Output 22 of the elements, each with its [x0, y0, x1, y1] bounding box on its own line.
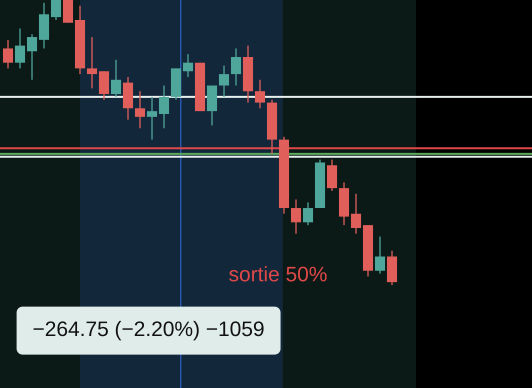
candlestick	[350, 193, 362, 234]
candlestick	[26, 34, 38, 80]
candlestick	[302, 202, 314, 226]
candlestick	[290, 198, 302, 234]
candlestick	[14, 28, 26, 70]
candlestick	[182, 54, 194, 78]
text: −264.75 (−2.20%) −1059	[34, 320, 264, 340]
candlestick	[146, 96, 158, 140]
candlestick	[62, 0, 74, 24]
candlestick	[86, 36, 98, 89]
candlestick	[2, 39, 14, 70]
candlestick	[230, 48, 242, 86]
candlestick	[374, 236, 386, 274]
candlestick	[254, 79, 266, 109]
annotation: sortie 50%	[229, 266, 327, 282]
candlestick	[134, 90, 146, 129]
candlestick	[158, 84, 170, 129]
candlestick	[218, 64, 230, 98]
candlestick	[110, 59, 122, 98]
candlestick	[326, 158, 338, 192]
candlestick	[98, 70, 110, 100]
candlestick	[50, 0, 62, 21]
